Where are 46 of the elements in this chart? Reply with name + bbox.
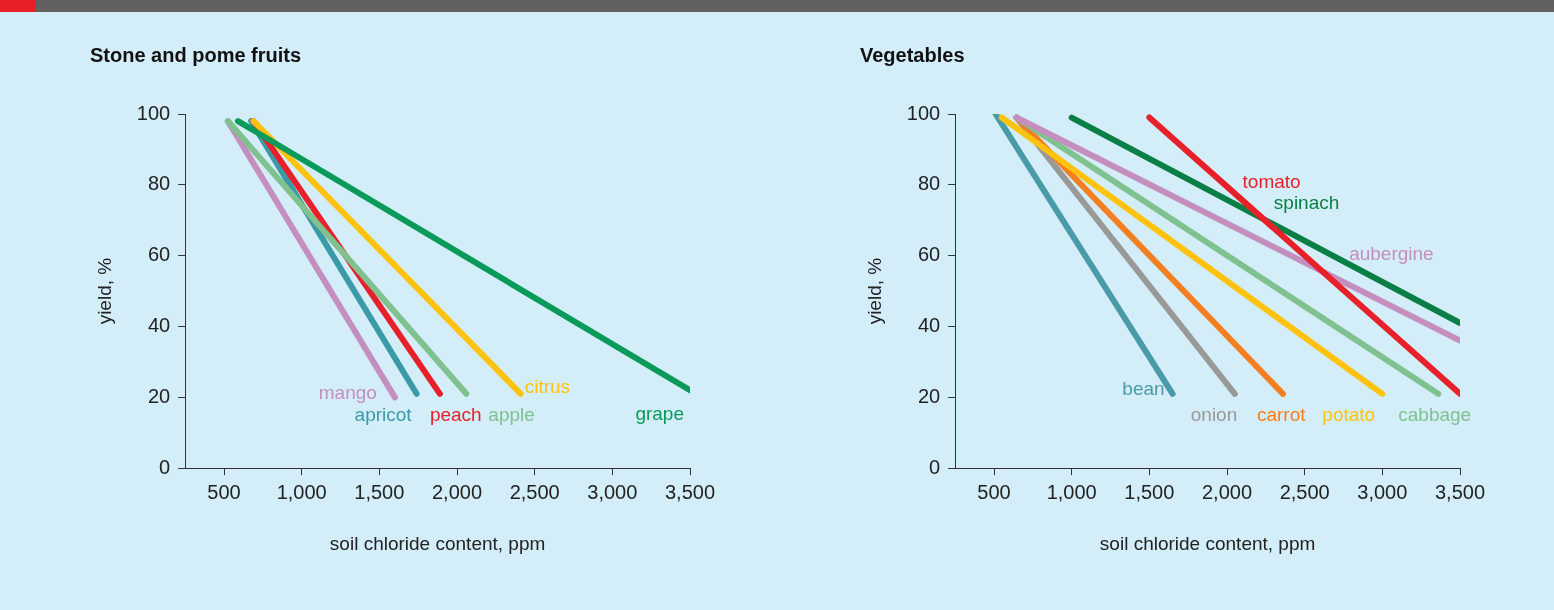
y-tick-label: 0 <box>929 455 941 478</box>
series-label: grape <box>635 402 684 424</box>
y-axis-title: yield, % <box>93 257 115 325</box>
x-tick-label: 3,000 <box>1357 480 1408 503</box>
x-tick-label: 1,000 <box>276 480 327 503</box>
y-tick-label: 80 <box>917 172 941 195</box>
y-tick-label: 80 <box>147 172 171 195</box>
x-tick-label: 2,000 <box>431 480 483 503</box>
x-tick-label: 1,500 <box>1124 480 1175 503</box>
x-tick-label: 500 <box>207 480 241 503</box>
x-tick-label: 1,000 <box>1046 480 1097 503</box>
y-tick-label: 60 <box>917 243 941 266</box>
x-tick-label: 3,500 <box>1434 480 1486 503</box>
series-label: potato <box>1322 404 1376 426</box>
series-label: mango <box>318 381 377 403</box>
series-label: apricot <box>354 404 413 426</box>
x-tick-label: 3,000 <box>587 480 638 503</box>
y-tick-label: 20 <box>147 384 171 407</box>
series-label: onion <box>1190 404 1238 426</box>
x-tick-label: 2,500 <box>1279 480 1330 503</box>
series-label: peach <box>429 404 482 426</box>
y-tick-label: 100 <box>906 101 941 124</box>
series-label: tomato <box>1242 170 1301 192</box>
series-label: spinach <box>1273 192 1340 214</box>
y-axis-title: yield, % <box>863 257 885 325</box>
x-axis-title: soil chloride content, ppm <box>329 532 546 554</box>
series-label: bean <box>1122 378 1165 400</box>
chart-title: Stone and pome fruits <box>90 43 302 66</box>
x-tick-label: 500 <box>977 480 1011 503</box>
y-tick-label: 20 <box>917 384 941 407</box>
x-tick-label: 1,500 <box>354 480 405 503</box>
chart-title: Vegetables <box>860 43 965 66</box>
x-tick-label: 3,500 <box>664 480 716 503</box>
series-label: apple <box>488 404 535 426</box>
y-tick-label: 0 <box>159 455 171 478</box>
y-tick-label: 100 <box>136 101 171 124</box>
y-tick-label: 40 <box>917 314 941 337</box>
x-tick-label: 2,000 <box>1201 480 1253 503</box>
y-tick-label: 60 <box>147 243 171 266</box>
y-tick-label: 40 <box>147 314 171 337</box>
x-axis-title: soil chloride content, ppm <box>1099 532 1316 554</box>
series-label: aubergine <box>1349 243 1434 265</box>
series-label: carrot <box>1256 404 1307 426</box>
series-label: citrus <box>524 376 571 398</box>
x-tick-label: 2,500 <box>509 480 560 503</box>
series-label: cabbage <box>1398 404 1472 426</box>
